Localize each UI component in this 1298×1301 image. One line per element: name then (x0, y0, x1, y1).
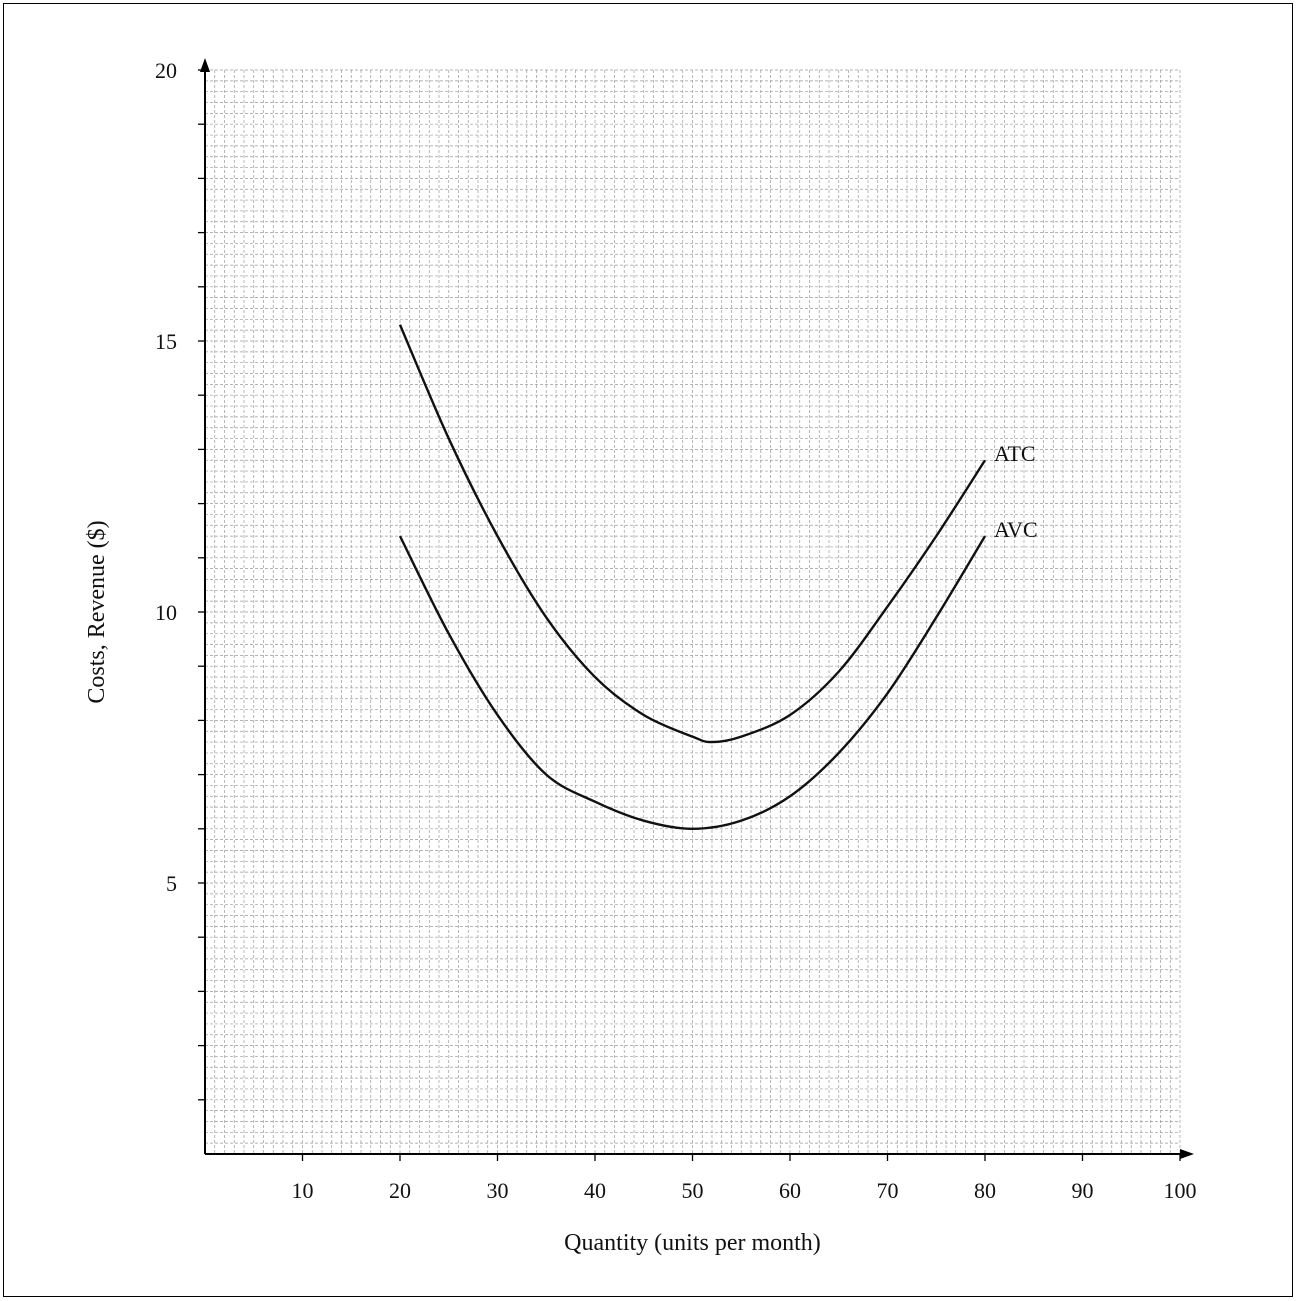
avc-curve (398, 535, 987, 831)
atc-label: ATC (994, 441, 1036, 466)
x-tick-label: 20 (389, 1178, 411, 1203)
x-tick-label: 10 (292, 1178, 314, 1203)
x-axis-arrow (1180, 1149, 1194, 1159)
y-axis-arrow (200, 58, 210, 72)
x-tick-label: 70 (877, 1178, 899, 1203)
axis-ticks: 10 20 30 40 50 60 70 80 90 100 5 10 15 20 (155, 58, 1197, 1203)
x-tick-label: 80 (974, 1178, 996, 1203)
x-tick-label: 50 (682, 1178, 704, 1203)
labels: Quantity (units per month) Costs, Revenu… (84, 520, 821, 1256)
y-tick-label: 20 (155, 58, 177, 83)
axes (200, 58, 1194, 1159)
x-tick-label: 40 (584, 1178, 606, 1203)
avc-label: AVC (994, 517, 1038, 542)
figure-frame (3, 3, 1293, 1297)
x-tick-label: 30 (487, 1178, 509, 1203)
y-tick-label: 10 (155, 600, 177, 625)
x-axis-title: Quantity (units per month) (564, 1230, 821, 1256)
y-tick-label: 5 (166, 871, 177, 896)
grid (205, 69, 1181, 1154)
atc-curve (398, 324, 987, 744)
y-tick-label: 15 (155, 329, 177, 354)
x-tick-label: 90 (1072, 1178, 1094, 1203)
series-curves: ATC AVC (398, 324, 1038, 831)
x-tick-label: 100 (1164, 1178, 1197, 1203)
y-axis-title: Costs, Revenue ($) (84, 520, 110, 703)
x-tick-label: 60 (779, 1178, 801, 1203)
